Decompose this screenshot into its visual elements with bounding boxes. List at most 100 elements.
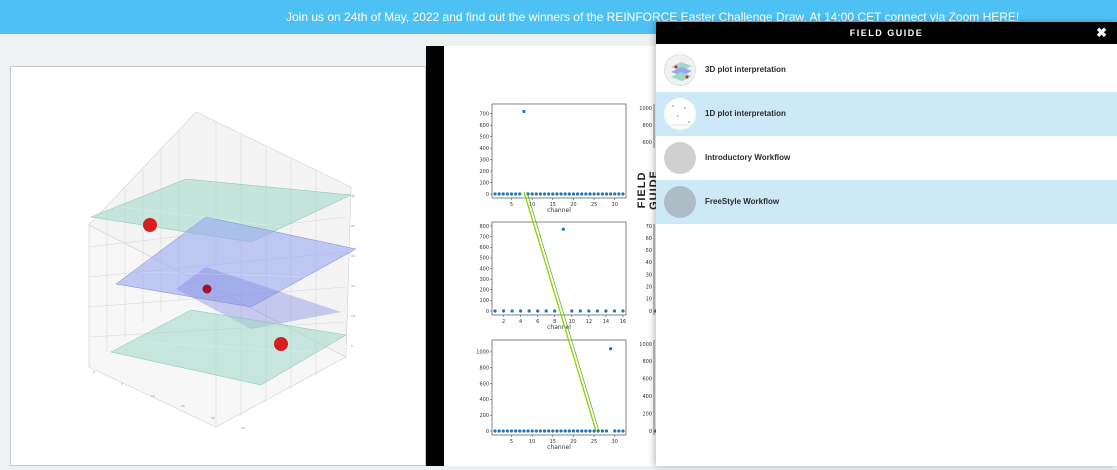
- y-tick-label: 800: [479, 224, 489, 230]
- data-point: [617, 192, 621, 196]
- field-guide-tab[interactable]: FIELD GUIDE: [636, 148, 660, 224]
- item-label: 3D plot interpretation: [705, 65, 786, 74]
- data-point: [600, 192, 604, 196]
- data-point: [536, 309, 540, 313]
- data-point: [575, 429, 580, 433]
- x-tick-label: 16: [620, 319, 626, 325]
- y-tick-label: 10: [646, 297, 652, 303]
- data-point: [551, 429, 555, 433]
- y-tick-label: 0: [649, 429, 652, 435]
- data-point-middle: [202, 284, 212, 294]
- data-point: [571, 429, 576, 433]
- svg-text:10: 10: [351, 314, 355, 318]
- x-tick-label: 5: [510, 439, 513, 445]
- announcement-banner[interactable]: Join us on 24th of May, 2022 and find ou…: [0, 0, 1117, 34]
- y-tick-label: 600: [479, 381, 489, 387]
- y-tick-label: 0: [486, 309, 489, 315]
- data-point: [526, 429, 530, 433]
- data-point: [514, 192, 518, 196]
- data-point: [551, 192, 555, 196]
- data-point: [604, 429, 609, 433]
- y-tick-label: 400: [479, 397, 489, 403]
- svg-text:20: 20: [351, 254, 355, 258]
- y-tick-label: 0: [486, 192, 489, 198]
- data-point: [621, 429, 625, 433]
- data-point: [553, 309, 557, 313]
- y-tick-label: 60: [646, 236, 652, 242]
- data-point: [497, 192, 501, 196]
- y-tick-label: 200: [479, 169, 489, 175]
- data-point: [592, 192, 596, 196]
- y-tick-label: 70: [646, 224, 652, 230]
- x-tick-label: 30: [612, 202, 618, 208]
- data-point: [609, 347, 613, 351]
- data-point: [538, 429, 543, 433]
- data-point: [588, 192, 592, 196]
- y-tick-label: 20: [646, 285, 652, 291]
- x-tick-label: 10: [529, 439, 535, 445]
- y-tick-label: 700: [479, 112, 489, 118]
- y-tick-label: 500: [479, 256, 489, 262]
- field-guide-item-freestyle-workflow[interactable]: FreeStyle Workflow: [656, 180, 1117, 224]
- data-point: [654, 309, 656, 313]
- grey-circle-icon: [664, 142, 696, 174]
- plot-panel-2: 0 100 200 300 400 500 600 700 800 2 4 6 8 10 12 14 16 cha…: [479, 221, 627, 331]
- data-point: [617, 429, 621, 433]
- divider-bar: [426, 46, 444, 466]
- data-point: [584, 192, 588, 196]
- data-point: [501, 192, 505, 196]
- close-icon[interactable]: ✖: [1096, 25, 1107, 40]
- x-tick-label: 20: [570, 202, 576, 208]
- x-tick-label: 6: [536, 319, 539, 325]
- y-tick-label: 1000: [476, 350, 489, 356]
- data-point: [609, 192, 613, 196]
- y-tick-label: 300: [479, 277, 489, 283]
- 1d-plot-thumbnail-icon: [664, 98, 696, 130]
- data-point: [592, 429, 596, 433]
- field-guide-item-3d-plot[interactable]: 3D plot interpretation: [656, 48, 1117, 92]
- data-point: [567, 192, 571, 196]
- y-tick-label: 0: [486, 429, 489, 435]
- data-point: [613, 192, 617, 196]
- data-point: [497, 429, 501, 433]
- y-tick-label: 0: [649, 309, 652, 315]
- data-point: [588, 429, 592, 433]
- data-point: [587, 309, 591, 313]
- data-point: [527, 309, 531, 313]
- connection-line-shadow: [526, 191, 600, 432]
- x-axis-label: channel: [547, 444, 571, 451]
- data-point: [501, 309, 506, 313]
- data-point: [530, 192, 534, 196]
- data-point: [555, 192, 559, 196]
- field-guide-item-introductory-workflow[interactable]: Introductory Workflow: [656, 136, 1117, 180]
- svg-text:0: 0: [93, 370, 95, 374]
- data-point: [621, 309, 625, 313]
- data-point: [514, 429, 518, 433]
- data-point: [493, 429, 497, 433]
- plot-3d-panel: 0 5 10 15 20 25 30 25 20 15 10 5: [10, 66, 426, 466]
- y-tick-label: 400: [642, 394, 652, 400]
- x-tick-label: 12: [586, 319, 592, 325]
- data-point: [510, 309, 514, 313]
- data-point: [600, 429, 604, 433]
- y-tick-label: 400: [479, 266, 489, 272]
- y-tick-label: 1000: [639, 106, 652, 112]
- y-tick-label: 200: [479, 288, 489, 294]
- data-point: [559, 429, 563, 433]
- y-tick-label: 40: [646, 260, 652, 266]
- data-point: [559, 192, 563, 196]
- x-tick-label: 15: [550, 439, 556, 445]
- data-point: [509, 192, 514, 196]
- 3d-plot-thumbnail-icon: [664, 54, 696, 86]
- data-point: [505, 192, 509, 196]
- x-axis-label: channel: [547, 207, 571, 214]
- plane-middle: [115, 216, 357, 308]
- x-tick-label: 2: [502, 319, 505, 325]
- x-tick-label: 25: [591, 202, 597, 208]
- plot-frame: [491, 221, 627, 316]
- x-tick-label: 10: [529, 202, 535, 208]
- field-guide-item-1d-plot[interactable]: 1D plot interpretation: [656, 92, 1117, 136]
- data-point: [518, 192, 522, 196]
- partial-plot-panel-2: 70 60 50 40 30 20 10 0: [646, 222, 656, 315]
